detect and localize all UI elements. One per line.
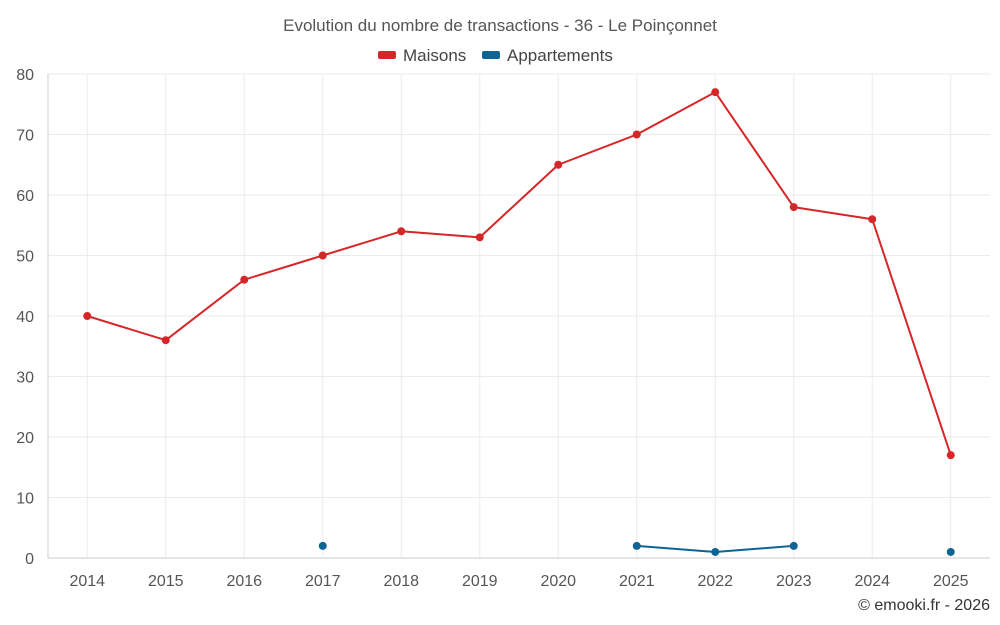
legend-label-maisons[interactable]: Maisons [403,46,466,65]
y-tick-label: 30 [16,370,34,387]
x-tick-label: 2015 [148,573,184,590]
x-tick-label: 2024 [854,573,890,590]
y-tick-label: 50 [16,249,34,266]
data-point-maisons[interactable] [397,227,406,236]
data-point-appartements[interactable] [711,547,720,556]
y-tick-label: 10 [16,491,34,508]
data-point-appartements[interactable] [632,541,641,550]
axes [47,74,990,559]
y-tick-label: 60 [16,188,34,205]
data-point-maisons[interactable] [554,160,563,169]
series-line-maisons [86,91,952,456]
y-axis-ticks: 0 10 20 30 40 50 60 70 80 [16,67,34,568]
data-point-maisons[interactable] [83,312,92,320]
data-point-maisons[interactable] [632,130,641,139]
data-point-appartements[interactable] [789,541,798,550]
x-tick-label: 2021 [619,573,655,590]
data-point-appartements[interactable] [946,547,955,556]
x-tick-label: 2022 [697,573,733,590]
x-tick-label: 2014 [69,573,105,590]
data-point-maisons[interactable] [240,275,249,284]
data-point-appartements[interactable] [318,541,327,550]
gridlines [48,73,990,558]
legend-swatch-appartements [482,51,500,59]
legend-swatch-maisons [378,51,396,59]
x-tick-label: 2025 [933,573,969,590]
legend-label-appartements[interactable]: Appartements [507,46,613,65]
x-tick-label: 2017 [305,573,341,590]
data-point-maisons[interactable] [475,233,484,242]
y-tick-label: 20 [16,430,34,447]
data-point-maisons[interactable] [711,88,720,97]
x-axis-ticks: 2014 2015 2016 2017 2018 2019 2020 2021 2022 2023… [69,573,968,590]
data-point-maisons[interactable] [161,336,170,345]
legend: Maisons Appartements [378,46,613,65]
y-tick-label: 80 [16,67,34,84]
series-layer [83,88,955,556]
data-point-maisons[interactable] [946,451,955,460]
x-tick-label: 2020 [540,573,576,590]
y-tick-label: 70 [16,128,34,145]
data-point-maisons[interactable] [318,251,327,260]
chart-title: Evolution du nombre de transactions - 36… [283,16,717,35]
x-tick-label: 2023 [776,573,812,590]
x-tick-label: 2016 [226,573,262,590]
x-tick-label: 2018 [383,573,419,590]
data-point-maisons[interactable] [789,203,798,212]
x-tick-label: 2019 [462,573,498,590]
y-tick-label: 40 [16,309,34,326]
y-tick-label: 0 [25,551,34,568]
data-point-maisons[interactable] [868,215,877,224]
credit-text: © emooki.fr - 2026 [858,597,990,614]
